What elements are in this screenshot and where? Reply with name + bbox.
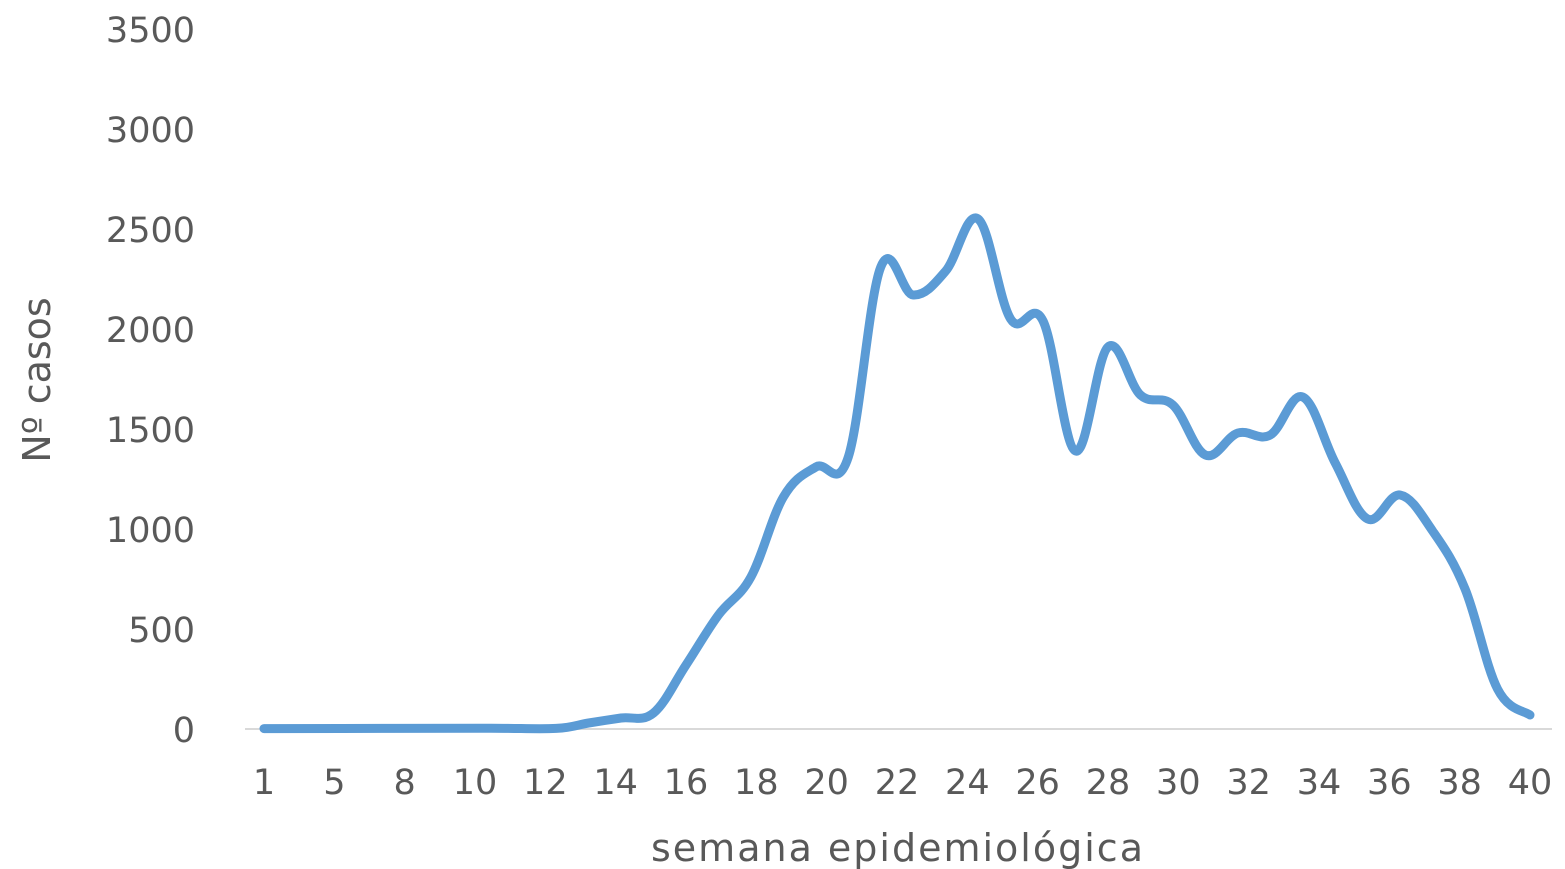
x-tick-label: 12 <box>523 763 568 803</box>
x-tick-label: 26 <box>1015 763 1060 803</box>
x-tick-label: 32 <box>1226 763 1271 803</box>
y-tick-label: 1000 <box>106 511 195 551</box>
y-tick-label: 3500 <box>106 11 195 51</box>
x-tick-label: 34 <box>1297 763 1342 803</box>
x-axis-tick-labels: 1 5 8 10 12 14 16 18 20 22 24 26 28 30 32 34 36 38 40 <box>253 763 1552 803</box>
series-line <box>259 213 1535 734</box>
y-tick-label: 0 <box>173 711 195 751</box>
x-tick-label: 40 <box>1508 763 1553 803</box>
y-tick-label: 2500 <box>106 211 195 251</box>
x-tick-label: 10 <box>453 763 498 803</box>
y-axis-tick-labels: 0 500 1000 1500 2000 2500 3000 3500 <box>106 11 195 751</box>
x-tick-label: 30 <box>1156 763 1201 803</box>
x-tick-label: 24 <box>945 763 990 803</box>
x-tick-label: 18 <box>734 763 779 803</box>
x-tick-label: 14 <box>593 763 638 803</box>
x-axis-title: semana epidemiológica <box>651 826 1145 869</box>
y-tick-label: 1500 <box>106 411 195 451</box>
x-tick-label: 8 <box>394 763 416 803</box>
x-tick-label: 1 <box>253 763 275 803</box>
x-tick-label: 28 <box>1086 763 1131 803</box>
y-tick-label: 2000 <box>106 311 195 351</box>
x-tick-label: 38 <box>1437 763 1482 803</box>
y-axis-title: Nº casos <box>15 297 59 462</box>
x-tick-label: 20 <box>804 763 849 803</box>
x-tick-label: 22 <box>875 763 920 803</box>
x-tick-label: 5 <box>323 763 345 803</box>
y-tick-label: 3000 <box>106 111 195 151</box>
x-tick-label: 16 <box>664 763 709 803</box>
y-tick-label: 500 <box>128 611 195 651</box>
series-points <box>263 218 1531 729</box>
x-tick-label: 36 <box>1367 763 1412 803</box>
